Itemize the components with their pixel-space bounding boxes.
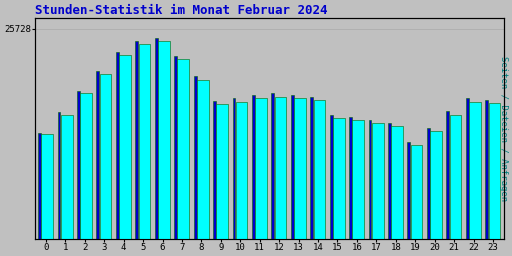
Bar [485,100,488,239]
Bar [446,111,449,239]
Bar [100,74,112,239]
Bar [96,71,99,239]
Bar [213,101,216,239]
Bar [430,131,442,239]
Bar [469,102,481,239]
Bar [80,93,92,239]
Bar [236,102,247,239]
Bar [116,52,119,239]
Bar [41,134,53,239]
Bar [135,41,138,239]
Bar [310,97,313,239]
Bar [178,59,189,239]
Bar [408,142,410,239]
Bar [466,98,468,239]
Bar [369,120,372,239]
Bar [255,98,267,239]
Bar [139,45,151,239]
Bar [488,103,500,239]
Y-axis label: Seiten / Dateien / Anfragen: Seiten / Dateien / Anfragen [499,56,508,201]
Bar [38,133,41,239]
Bar [217,104,228,239]
Bar [232,98,236,239]
Bar [194,76,197,239]
Bar [155,38,158,239]
Bar [427,128,430,239]
Bar [291,95,294,239]
Bar [313,100,325,239]
Bar [330,115,333,239]
Bar [349,117,352,239]
Bar [388,123,391,239]
Bar [294,98,306,239]
Bar [77,91,80,239]
Bar [391,126,403,239]
Bar [252,95,255,239]
Bar [158,41,169,239]
Bar [197,80,208,239]
Bar [271,93,274,239]
Text: Stunden-Statistik im Monat Februar 2024: Stunden-Statistik im Monat Februar 2024 [35,4,328,17]
Bar [372,123,383,239]
Bar [352,120,364,239]
Bar [57,112,60,239]
Bar [61,115,73,239]
Bar [450,115,461,239]
Bar [274,97,286,239]
Bar [333,118,345,239]
Bar [174,56,177,239]
Bar [119,55,131,239]
Bar [411,145,422,239]
